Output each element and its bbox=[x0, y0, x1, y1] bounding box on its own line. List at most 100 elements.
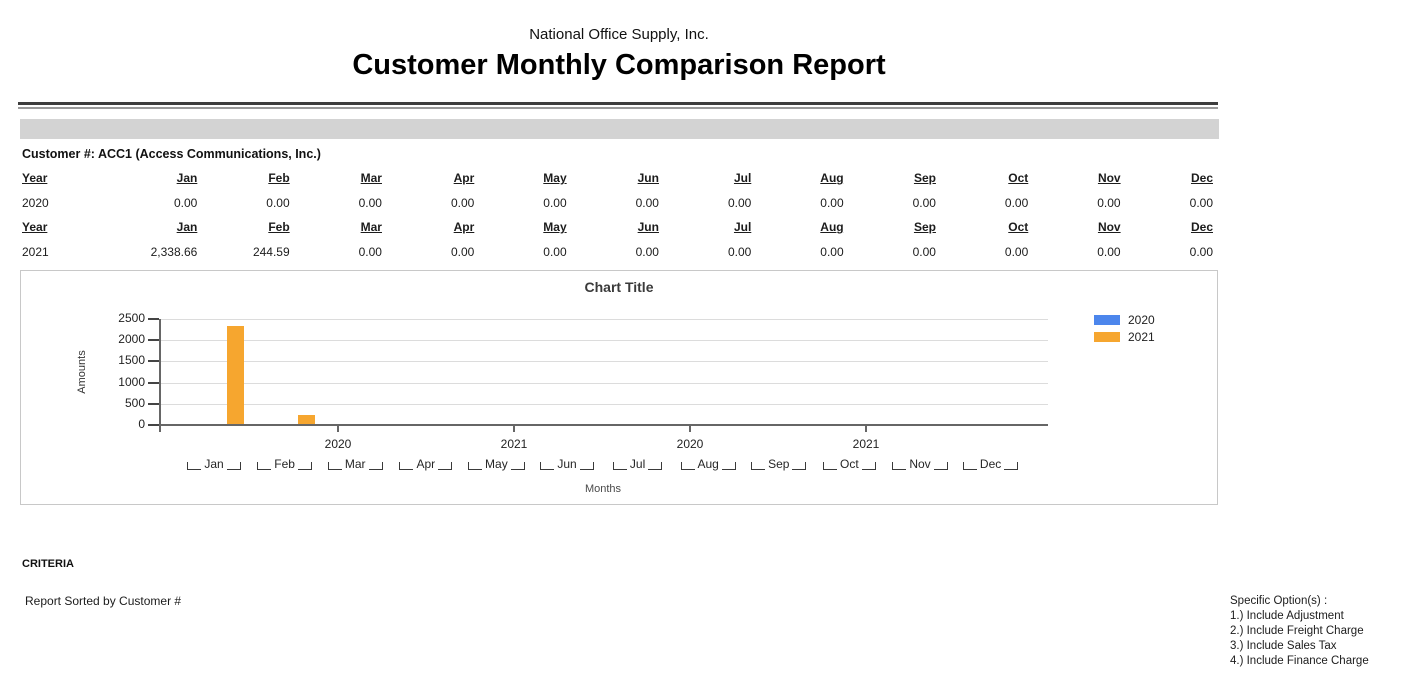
value-cell: 0.00 bbox=[727, 244, 752, 259]
month-label-text: Dec bbox=[979, 457, 1002, 471]
legend-label: 2020 bbox=[1128, 312, 1155, 327]
month-label-may: May bbox=[453, 457, 539, 471]
bracket-left bbox=[540, 462, 555, 470]
gridline bbox=[159, 319, 1048, 320]
month-header-cell: Dec bbox=[1190, 171, 1213, 186]
criteria-heading: CRITERIA bbox=[22, 558, 74, 570]
month-label-apr: Apr bbox=[383, 457, 469, 471]
bracket-left bbox=[468, 462, 483, 470]
value-cell: 0.00 bbox=[1189, 244, 1213, 259]
table-data-row: 2021 2,338.66 244.59 0.00 0.00 0.00 0.00 0.00 0.… bbox=[20, 240, 1214, 265]
value-cell: 0.00 bbox=[912, 195, 936, 210]
month-label-text: Jul bbox=[629, 457, 646, 471]
y-tick-label: 2000 bbox=[118, 332, 145, 347]
value-cell: 0.00 bbox=[450, 244, 475, 259]
month-header-cell: Jun bbox=[637, 171, 659, 186]
month-label-aug: Aug bbox=[665, 457, 751, 471]
bracket-right bbox=[1004, 462, 1019, 470]
month-header-cell: Oct bbox=[1008, 171, 1029, 186]
value-cell: 0.00 bbox=[1004, 244, 1029, 259]
month-label-text: Oct bbox=[840, 457, 859, 471]
value-cell: 0.00 bbox=[358, 244, 382, 259]
bar-2021-jan bbox=[227, 325, 244, 425]
month-header-cell: Dec bbox=[1190, 220, 1213, 235]
legend-entry-2020: 2020 bbox=[1094, 311, 1155, 328]
month-label-sep: Sep bbox=[736, 457, 822, 471]
gridline bbox=[159, 403, 1048, 405]
specific-option-item: 4.) Include Finance Charge bbox=[1230, 655, 1369, 667]
value-cell: 0.00 bbox=[358, 195, 382, 210]
month-label-text: Apr bbox=[416, 457, 436, 471]
y-tick-label: 0 bbox=[138, 417, 145, 431]
month-header-cell: Feb bbox=[268, 220, 290, 235]
comparison-chart: Chart Title Amounts Months 0 500 1000 1500 2… bbox=[20, 270, 1218, 505]
value-cell: 0.00 bbox=[912, 244, 936, 259]
chart-title: Chart Title bbox=[584, 279, 654, 295]
bracket-right bbox=[721, 462, 736, 470]
customer-heading: Customer #: ACC1 (Access Communications,… bbox=[22, 147, 321, 161]
month-label-text: Sep bbox=[768, 457, 790, 471]
bracket-right bbox=[792, 462, 807, 470]
month-header-cell: Oct bbox=[1008, 220, 1029, 235]
y-tick-mark bbox=[148, 360, 159, 363]
gridline bbox=[159, 382, 1048, 384]
value-cell: 0.00 bbox=[1004, 195, 1029, 210]
month-header-cell: Jun bbox=[637, 220, 659, 235]
y-axis-line bbox=[159, 319, 161, 432]
gridline bbox=[159, 361, 1048, 363]
month-label-text: Aug bbox=[697, 457, 719, 471]
page-title: Customer Monthly Comparison Report bbox=[352, 49, 886, 81]
month-header-cell: Feb bbox=[268, 171, 290, 186]
bracket-right bbox=[933, 462, 948, 470]
month-label-text: May bbox=[485, 457, 508, 471]
bracket-right bbox=[861, 462, 876, 470]
month-label-jan: Jan bbox=[171, 457, 257, 471]
bracket-left bbox=[187, 462, 202, 470]
legend-swatch-2020 bbox=[1094, 314, 1120, 325]
specific-options: Specific Option(s) : 1.) Include Adjustm… bbox=[1230, 594, 1369, 669]
month-header-cell: Jan bbox=[176, 220, 198, 235]
value-cell: 0.00 bbox=[635, 195, 659, 210]
month-label-text: Mar bbox=[344, 457, 366, 471]
section-band bbox=[20, 119, 1219, 139]
bracket-right bbox=[510, 462, 525, 470]
bracket-left bbox=[962, 462, 977, 470]
month-header-cell: Jan bbox=[176, 171, 198, 186]
company-name: National Office Supply, Inc. bbox=[529, 26, 709, 43]
plot-area: 0 500 1000 1500 2000 2500 2020 2021 2020 2021 Jan F… bbox=[21, 271, 1217, 504]
specific-options-heading: Specific Option(s) : bbox=[1230, 595, 1328, 607]
bracket-right bbox=[368, 462, 383, 470]
value-cell: 0.00 bbox=[543, 244, 567, 259]
year-header-cell: Year bbox=[22, 171, 48, 186]
table-header-row: Year Jan Feb Mar Apr May Jun Jul Aug Sep Oct Nov Dec bbox=[20, 166, 1214, 191]
header-rule-dark bbox=[18, 102, 1218, 105]
month-header-cell: Aug bbox=[820, 220, 844, 235]
year-group-label: 2021 bbox=[852, 437, 880, 451]
y-tick-mark bbox=[148, 424, 159, 426]
value-cell: 0.00 bbox=[543, 195, 567, 210]
year-cell: 2020 bbox=[22, 195, 49, 210]
table-data-row: 2020 0.00 0.00 0.00 0.00 0.00 0.00 0.00 0.00 0.00… bbox=[20, 191, 1214, 216]
bracket-left bbox=[612, 462, 627, 470]
gridline bbox=[159, 340, 1048, 342]
year-group-label: 2021 bbox=[500, 437, 528, 451]
specific-option-item: 1.) Include Adjustment bbox=[1230, 610, 1344, 622]
x-axis-tick bbox=[337, 425, 339, 432]
y-tick-mark bbox=[148, 339, 159, 342]
month-header-cell: May bbox=[543, 171, 567, 186]
y-tick-mark bbox=[148, 402, 159, 405]
specific-option-item: 3.) Include Sales Tax bbox=[1230, 640, 1337, 652]
month-label-text: Jun bbox=[557, 457, 577, 471]
bracket-right bbox=[226, 462, 241, 470]
sorted-by-text: Report Sorted by Customer # bbox=[25, 594, 182, 608]
y-tick-label: 1500 bbox=[118, 353, 145, 368]
table-header-row: Year Jan Feb Mar Apr May Jun Jul Aug Sep Oct Nov Dec bbox=[20, 215, 1214, 240]
bracket-right bbox=[579, 462, 594, 470]
month-label-dec: Dec bbox=[948, 457, 1034, 471]
month-label-mar: Mar bbox=[312, 457, 398, 471]
x-axis-tick bbox=[865, 425, 867, 432]
value-cell: 0.00 bbox=[1097, 244, 1121, 259]
chart-legend: 2020 2021 bbox=[1094, 311, 1155, 345]
month-label-text: Feb bbox=[274, 457, 295, 471]
value-cell: 0.00 bbox=[173, 195, 198, 210]
